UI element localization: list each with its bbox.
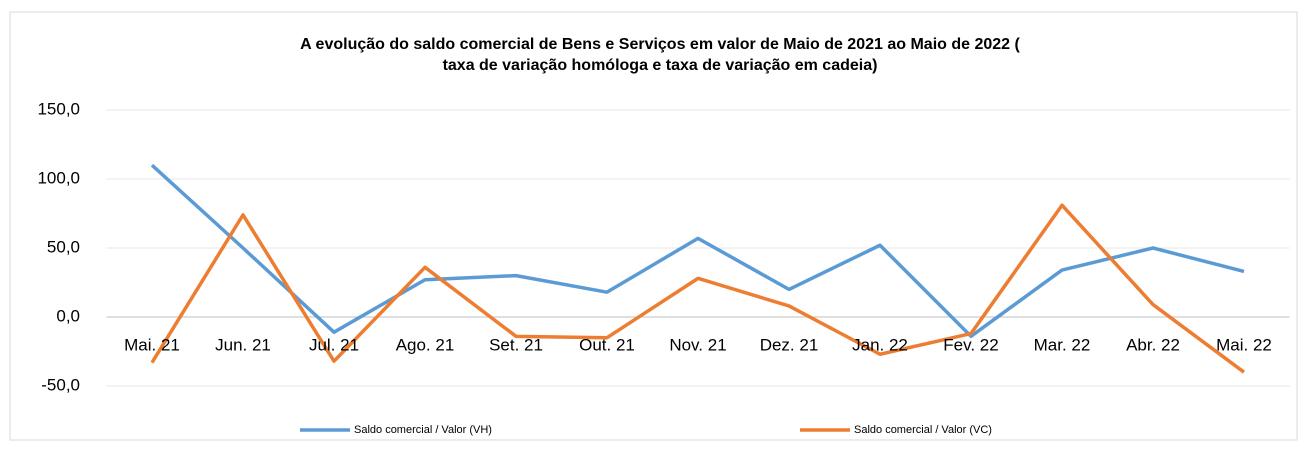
x-tick-label: Ago. 21: [396, 335, 455, 354]
y-tick-label: 0,0: [56, 306, 80, 325]
chart-subtitle: taxa de variação homóloga e taxa de vari…: [443, 57, 878, 74]
x-tick-label: Fev. 22: [943, 335, 998, 354]
x-tick-label: Mai. 21: [124, 335, 180, 354]
x-tick-label: Jan. 22: [852, 335, 908, 354]
x-tick-label: Dez. 21: [760, 335, 819, 354]
y-tick-label: 100,0: [37, 168, 80, 187]
x-tick-label: Mar. 22: [1034, 335, 1091, 354]
series-line: [150, 163, 1245, 339]
x-tick-label: Set. 21: [489, 335, 543, 354]
chart-title: A evolução do saldo comercial de Bens e …: [300, 36, 1020, 53]
x-tick-label: Abr. 22: [1126, 335, 1180, 354]
legend-label: Saldo comercial / Valor (VH): [354, 424, 492, 436]
x-tick-label: Jun. 21: [215, 335, 271, 354]
y-tick-label: 50,0: [47, 237, 80, 256]
y-tick-label: 150,0: [37, 99, 80, 118]
x-tick-label: Mai. 22: [1216, 335, 1272, 354]
y-tick-label: -50,0: [41, 375, 80, 394]
series-line: [150, 203, 1246, 374]
x-tick-label: Nov. 21: [669, 335, 726, 354]
chart-border: [9, 11, 1298, 441]
x-tick-label: Out. 21: [579, 335, 635, 354]
x-tick-label: Jul. 21: [309, 335, 359, 354]
legend-label: Saldo comercial / Valor (VC): [854, 424, 992, 436]
